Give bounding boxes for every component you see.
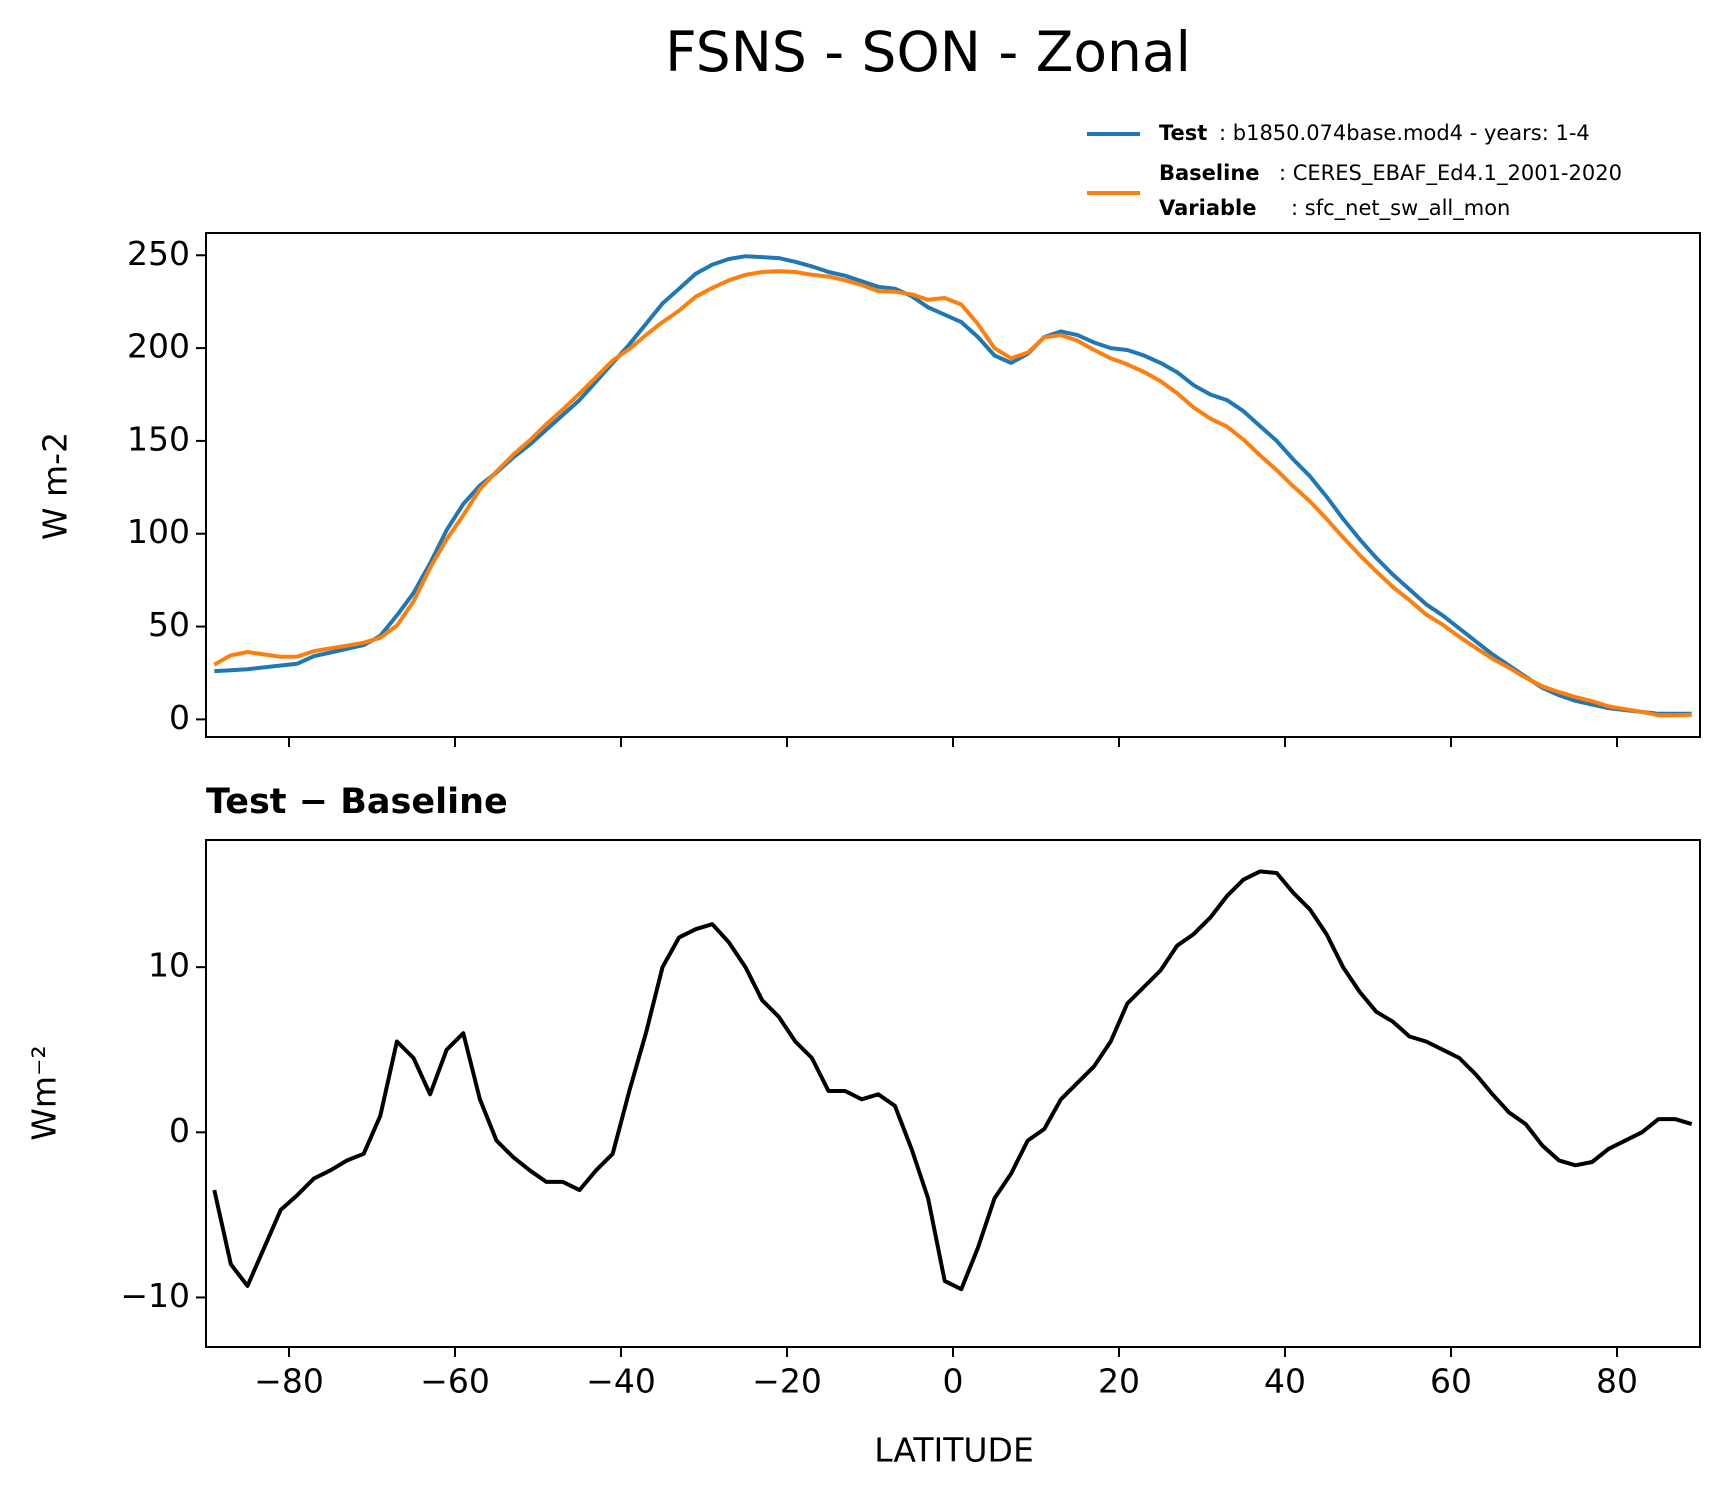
x-tick-label: 60 bbox=[1430, 1362, 1472, 1401]
x-tick-label: 40 bbox=[1264, 1362, 1306, 1401]
x-tick-label: 80 bbox=[1596, 1362, 1638, 1401]
legend-text: : CERES_EBAF_Ed4.1_2001-2020 bbox=[1279, 161, 1622, 186]
y-axis-label: Wm⁻² bbox=[25, 1045, 64, 1140]
y-tick-label: 10 bbox=[148, 946, 190, 985]
y-tick-label: 200 bbox=[127, 327, 190, 366]
legend-text: : sfc_net_sw_all_mon bbox=[1291, 196, 1510, 221]
legend-text: : b1850.074base.mod4 - years: 1-4 bbox=[1219, 121, 1590, 145]
axes-frame bbox=[205, 232, 1701, 738]
x-tick-label: 0 bbox=[943, 1362, 964, 1401]
subtitle: Test − Baseline bbox=[206, 782, 508, 822]
y-tick-label: 250 bbox=[127, 234, 190, 273]
data-line bbox=[212, 869, 1693, 1292]
data-line bbox=[213, 269, 1692, 718]
y-tick-label: 150 bbox=[127, 419, 190, 458]
y-tick-label: 100 bbox=[127, 512, 190, 551]
x-tick-label: −20 bbox=[752, 1362, 822, 1401]
x-tick-label: −80 bbox=[254, 1362, 324, 1401]
y-tick-label: 0 bbox=[169, 1111, 190, 1150]
y-tick-label: −10 bbox=[120, 1276, 190, 1315]
axes-frame bbox=[205, 839, 1701, 1348]
data-line bbox=[214, 254, 1692, 716]
y-tick-label: 0 bbox=[169, 698, 190, 737]
legend-name: Baseline bbox=[1159, 161, 1260, 185]
x-tick-label: −40 bbox=[586, 1362, 656, 1401]
legend-name: Variable bbox=[1159, 196, 1256, 220]
y-axis-label: W m-2 bbox=[36, 432, 75, 540]
x-tick-label: 20 bbox=[1098, 1362, 1140, 1401]
y-tick-label: 50 bbox=[148, 605, 190, 644]
x-axis-label: LATITUDE bbox=[874, 1431, 1034, 1470]
legend-name: Test bbox=[1159, 121, 1207, 145]
chart-title: FSNS - SON - Zonal bbox=[665, 20, 1191, 84]
x-tick-label: −60 bbox=[420, 1362, 490, 1401]
